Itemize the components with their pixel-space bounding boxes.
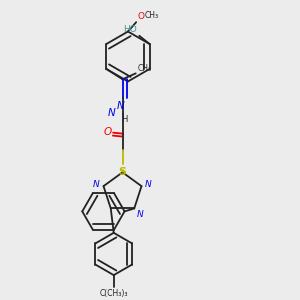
Text: N: N	[145, 180, 152, 189]
Text: H: H	[121, 115, 128, 124]
Text: HO: HO	[124, 25, 137, 34]
Text: O: O	[103, 127, 111, 137]
Text: S: S	[118, 167, 127, 177]
Text: N: N	[117, 101, 125, 111]
Text: N: N	[107, 108, 115, 118]
Text: O: O	[137, 12, 144, 21]
Text: C(CH₃)₃: C(CH₃)₃	[100, 289, 128, 298]
Text: CH₃: CH₃	[137, 64, 151, 73]
Text: N: N	[137, 210, 144, 219]
Text: CH₃: CH₃	[145, 11, 159, 20]
Text: N: N	[93, 180, 100, 189]
